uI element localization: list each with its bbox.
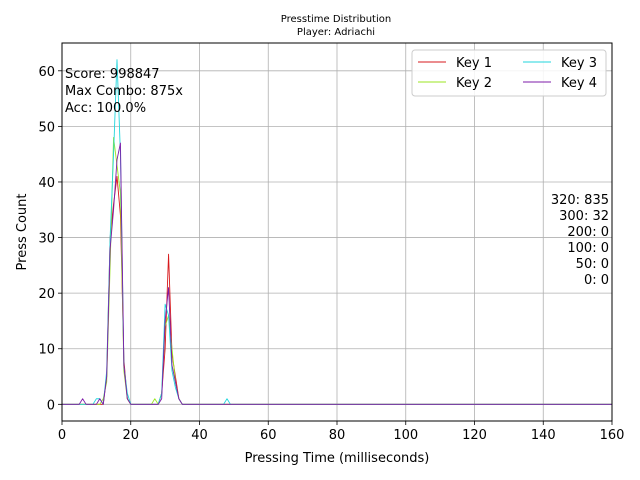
x-tick-label: 20 xyxy=(122,428,139,443)
chart-title: Presstime Distribution xyxy=(281,14,391,25)
y-tick-label: 60 xyxy=(38,65,55,80)
y-axis-label: Press Count xyxy=(15,194,30,271)
judgement-annotation: 200: 0 xyxy=(567,225,609,240)
judgement-annotation: 50: 0 xyxy=(576,257,609,272)
y-tick-label: 0 xyxy=(47,398,55,413)
legend-label: Key 3 xyxy=(561,56,597,71)
legend-box xyxy=(411,49,607,97)
series-lines xyxy=(62,59,612,405)
score-annotations: Score: 998847 Max Combo: 875x Acc: 100.0% xyxy=(65,67,183,116)
score-annotation: Score: 998847 xyxy=(65,67,160,82)
y-tick-label: 50 xyxy=(38,120,55,135)
series-line-key-4 xyxy=(62,142,612,405)
score-annotation: Acc: 100.0% xyxy=(65,101,146,116)
axis-ticks: 0 20 40 60 80 100 120 140 160 0 10 20 30 40 50 60 xyxy=(38,65,624,443)
x-tick-label: 140 xyxy=(531,428,556,443)
x-tick-label: 40 xyxy=(191,428,208,443)
legend-label: Key 2 xyxy=(456,76,492,91)
y-tick-label: 20 xyxy=(38,287,55,302)
legend-label: Key 4 xyxy=(561,76,597,91)
y-tick-label: 30 xyxy=(38,232,55,247)
y-tick-label: 10 xyxy=(38,343,55,358)
judgement-annotation: 320: 835 xyxy=(551,193,609,208)
x-tick-label: 0 xyxy=(58,428,66,443)
x-tick-label: 100 xyxy=(393,428,418,443)
y-tick-label: 40 xyxy=(38,176,55,191)
legend-label: Key 1 xyxy=(456,56,492,71)
judgement-annotation: 0: 0 xyxy=(584,273,609,288)
legend: Key 1 Key 2 Key 3 Key 4 xyxy=(411,49,607,97)
score-annotation: Max Combo: 875x xyxy=(65,84,183,99)
judgement-annotation: 100: 0 xyxy=(567,241,609,256)
x-tick-label: 160 xyxy=(600,428,625,443)
chart-subtitle: Player: Adriachi xyxy=(297,27,375,38)
x-axis-label: Pressing Time (milliseconds) xyxy=(245,451,430,466)
judgement-annotation: 300: 32 xyxy=(559,209,609,224)
x-tick-label: 120 xyxy=(462,428,487,443)
x-tick-label: 80 xyxy=(329,428,346,443)
x-tick-label: 60 xyxy=(260,428,277,443)
